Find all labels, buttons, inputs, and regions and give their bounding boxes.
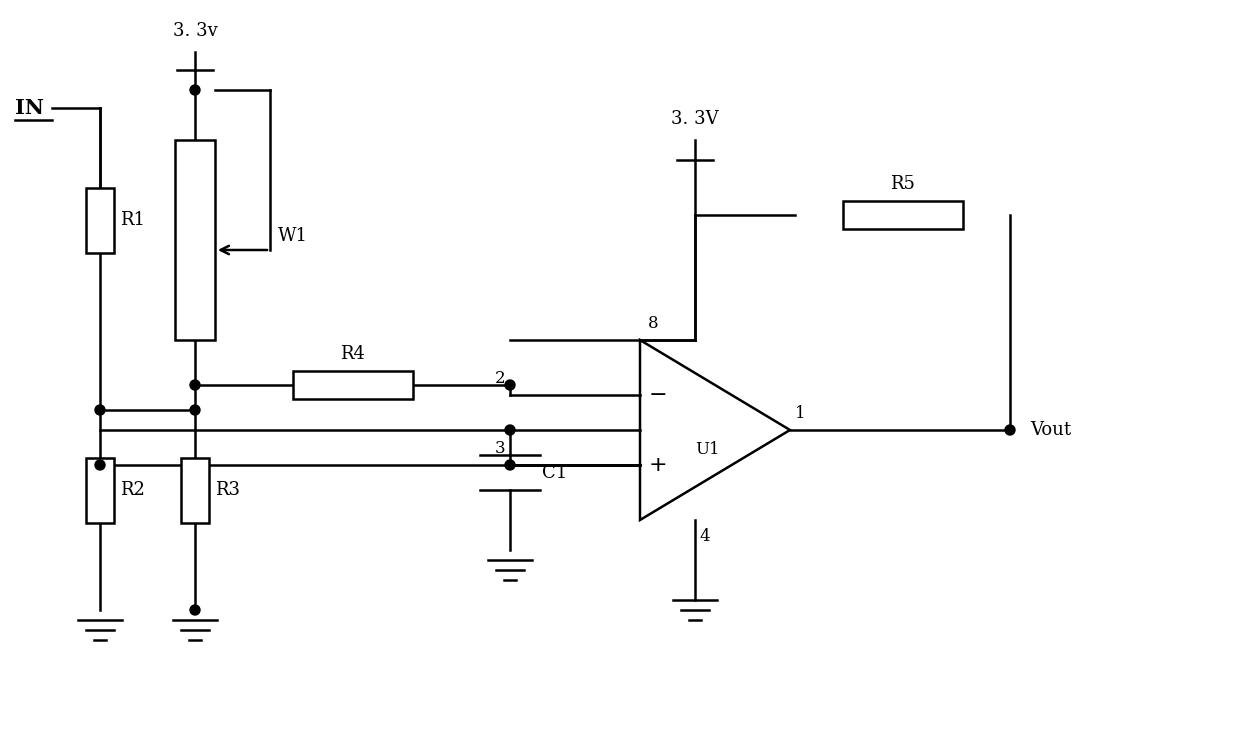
Circle shape [506,380,515,390]
Circle shape [190,405,199,415]
Circle shape [506,460,515,470]
Text: 4: 4 [700,528,710,545]
Text: 1: 1 [795,405,805,422]
Text: R2: R2 [120,481,145,499]
Text: 8: 8 [648,315,659,332]
Bar [181,457,209,522]
Text: R5: R5 [890,175,914,193]
Text: Vout: Vout [1030,421,1072,439]
Circle shape [95,460,105,470]
Text: C1: C1 [541,464,567,482]
Bar [843,201,963,229]
Text: IN: IN [15,98,45,118]
Text: W1: W1 [278,227,309,245]
Text: R1: R1 [120,211,145,229]
Circle shape [506,425,515,435]
Bar [292,371,413,399]
Circle shape [1005,425,1015,435]
Text: R4: R4 [339,345,366,363]
Bar [175,140,216,340]
Bar [85,457,114,522]
Text: +: + [649,455,668,475]
Text: R3: R3 [216,481,240,499]
Circle shape [190,85,199,95]
Bar [85,187,114,253]
Text: 2: 2 [494,370,506,387]
Circle shape [95,405,105,415]
Circle shape [190,380,199,390]
Text: 3: 3 [494,440,506,457]
Text: 3. 3V: 3. 3V [672,110,719,128]
Text: 3. 3v: 3. 3v [172,22,217,40]
Text: −: − [649,385,668,405]
Circle shape [190,605,199,615]
Text: U1: U1 [695,442,720,459]
